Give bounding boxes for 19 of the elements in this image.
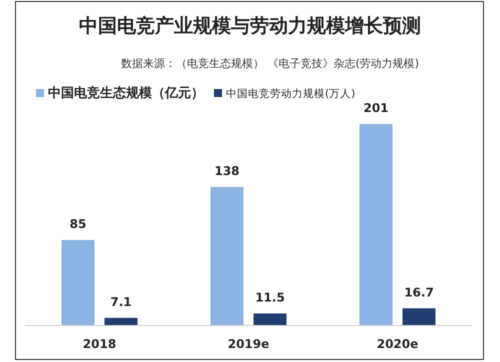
data-label: 16.7 <box>404 285 434 300</box>
bar <box>402 308 436 325</box>
bar <box>62 240 94 325</box>
x-tick-label: 2018 <box>82 337 116 351</box>
legend-label: 中国电竞生态规模（亿元） <box>48 85 204 101</box>
bar <box>360 124 392 325</box>
chart-title: 中国电竞产业规模与劳动力规模增长预测 <box>79 15 421 37</box>
data-label: 7.1 <box>110 294 132 309</box>
data-label: 11.5 <box>255 290 285 304</box>
bar <box>254 314 286 325</box>
x-tick-label: 2019e <box>228 337 270 351</box>
data-label: 138 <box>214 164 240 178</box>
source-note: 数据来源：（电竞生态规模） 《电子竞技》杂志(劳动力规模) <box>120 57 420 70</box>
bar <box>210 187 244 325</box>
data-label: 201 <box>363 101 389 115</box>
bar <box>104 318 138 325</box>
legend-label: 中国电竞劳动力规模(万人) <box>226 87 356 100</box>
x-tick-label: 2020e <box>376 337 418 351</box>
data-label: 85 <box>70 217 86 231</box>
